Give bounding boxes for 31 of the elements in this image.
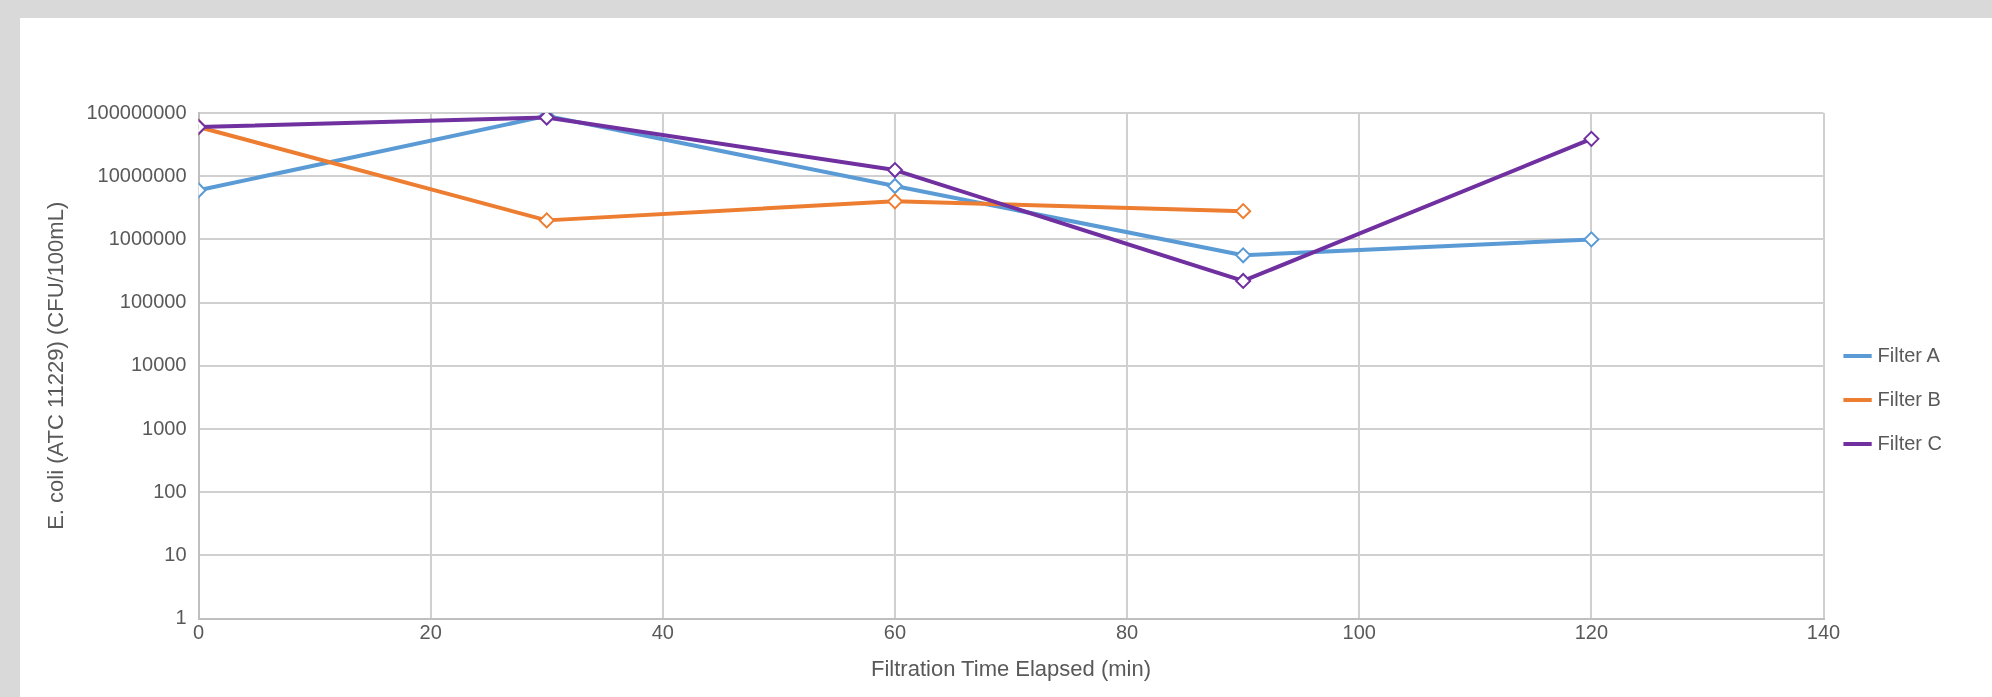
y-tick-label: 1000 — [142, 416, 187, 439]
x-tick-label: 0 — [192, 621, 205, 644]
y-axis-title: E. coli (ATC 11229) (CFU/100mL) — [43, 201, 69, 530]
x-tick-label: 60 — [883, 621, 907, 644]
point — [1235, 247, 1252, 264]
x-axis-title: Filtration Time Elapsed (min) — [871, 655, 1152, 681]
y-tick-label: 10000 — [130, 353, 187, 376]
legend-label: Filter A — [1877, 343, 1941, 366]
point — [886, 162, 903, 179]
x-tick-label: 20 — [419, 621, 442, 644]
y-tick-label: 100000 — [119, 290, 187, 313]
y-tick-label: 10000000 — [97, 163, 187, 186]
y-tick-label: 100000000 — [86, 100, 187, 123]
x-tick-label: 80 — [1115, 621, 1139, 644]
y-tick-label: 100 — [153, 479, 187, 502]
point — [1583, 231, 1600, 248]
y-tick-label: 1000000 — [108, 226, 187, 249]
y-tick-label: 1 — [175, 606, 187, 629]
legend-label: Filter C — [1877, 431, 1943, 454]
point — [538, 212, 555, 229]
point — [1583, 130, 1600, 147]
point — [1235, 272, 1252, 289]
y-tick-label: 10 — [164, 542, 187, 565]
x-tick-label: 120 — [1574, 621, 1609, 644]
x-tick-label: 40 — [651, 621, 674, 644]
point — [1235, 203, 1252, 220]
legend-label: Filter B — [1877, 387, 1941, 410]
point — [886, 177, 903, 194]
point — [886, 193, 903, 210]
x-tick-label: 140 — [1806, 621, 1841, 644]
x-tick-label: 100 — [1342, 621, 1376, 644]
